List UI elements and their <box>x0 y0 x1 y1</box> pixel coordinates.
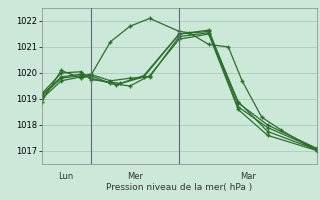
Text: Pression niveau de la mer( hPa ): Pression niveau de la mer( hPa ) <box>106 183 252 192</box>
Text: Mar: Mar <box>240 172 256 181</box>
Text: Lun: Lun <box>59 172 74 181</box>
Text: Mer: Mer <box>127 172 143 181</box>
